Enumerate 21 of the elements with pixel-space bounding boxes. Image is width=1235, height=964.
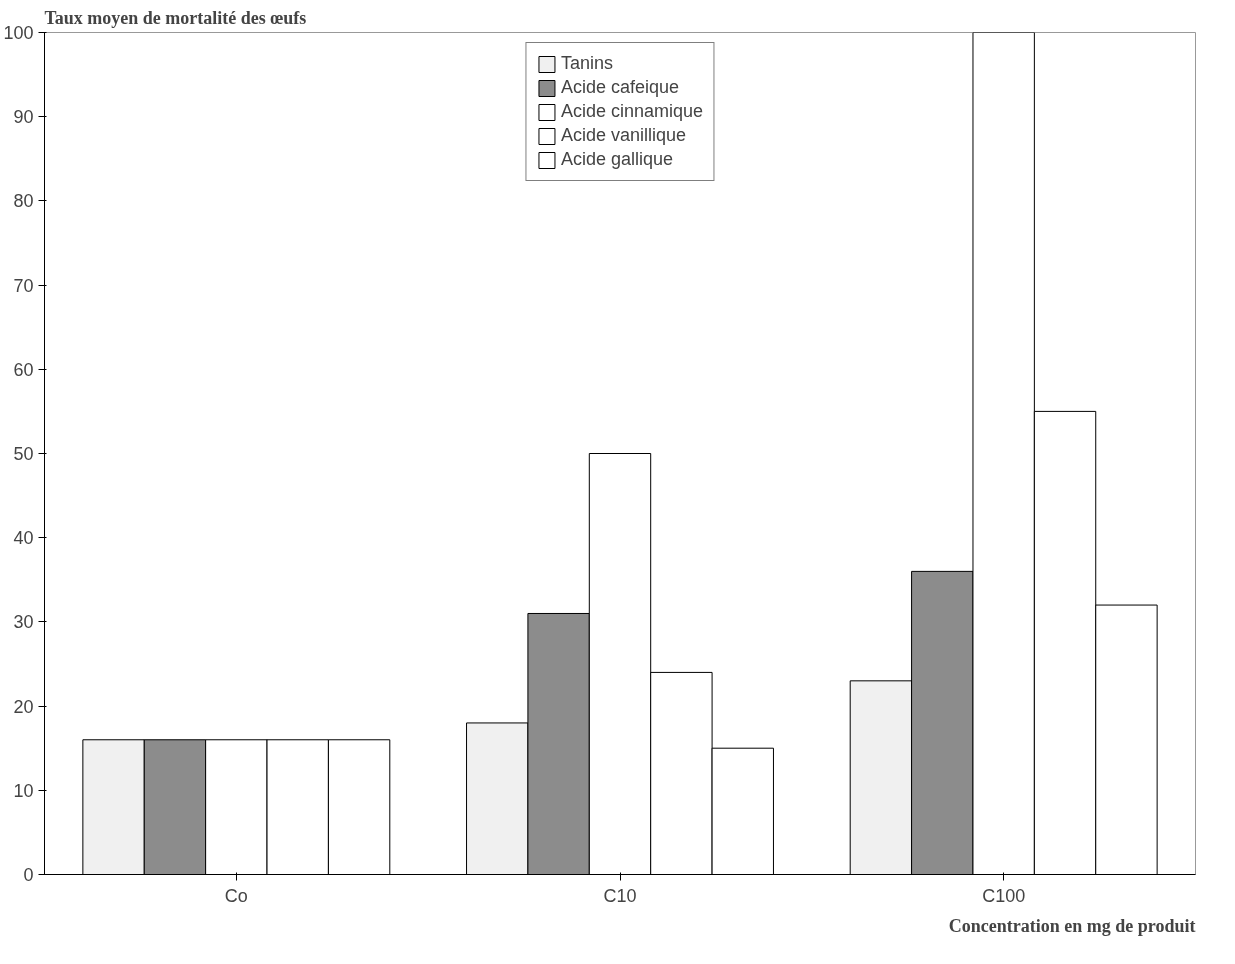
x-tick-label: C100 [982,885,1026,906]
legend-label: Acide vanillique [560,125,687,146]
legend-label: Tanins [560,53,613,74]
y-tick-label: 70 [13,275,34,296]
y-tick-label: 10 [13,780,34,801]
y-tick-label: 30 [13,612,34,633]
legend-label: Acide cafeique [560,77,680,98]
y-tick-label: 20 [13,696,34,717]
y-tick-label: 60 [13,359,34,380]
y-tick-label: 50 [13,444,34,464]
x-tick-label: Co [224,885,248,906]
y-tick-label: 40 [13,528,34,549]
x-axis-title: Concentration en mg de produit [948,915,1196,936]
y-tick-label: 100 [3,23,34,43]
y-axis-title: Taux moyen de mortalité des œufs [44,7,307,28]
x-tick-label: C10 [603,885,637,906]
y-tick-label: 80 [13,191,34,212]
legend-label: Acide cinnamique [560,101,704,122]
legend-label: Acide gallique [560,149,674,170]
y-tick-label: 0 [23,865,34,885]
y-tick-label: 90 [13,107,34,128]
